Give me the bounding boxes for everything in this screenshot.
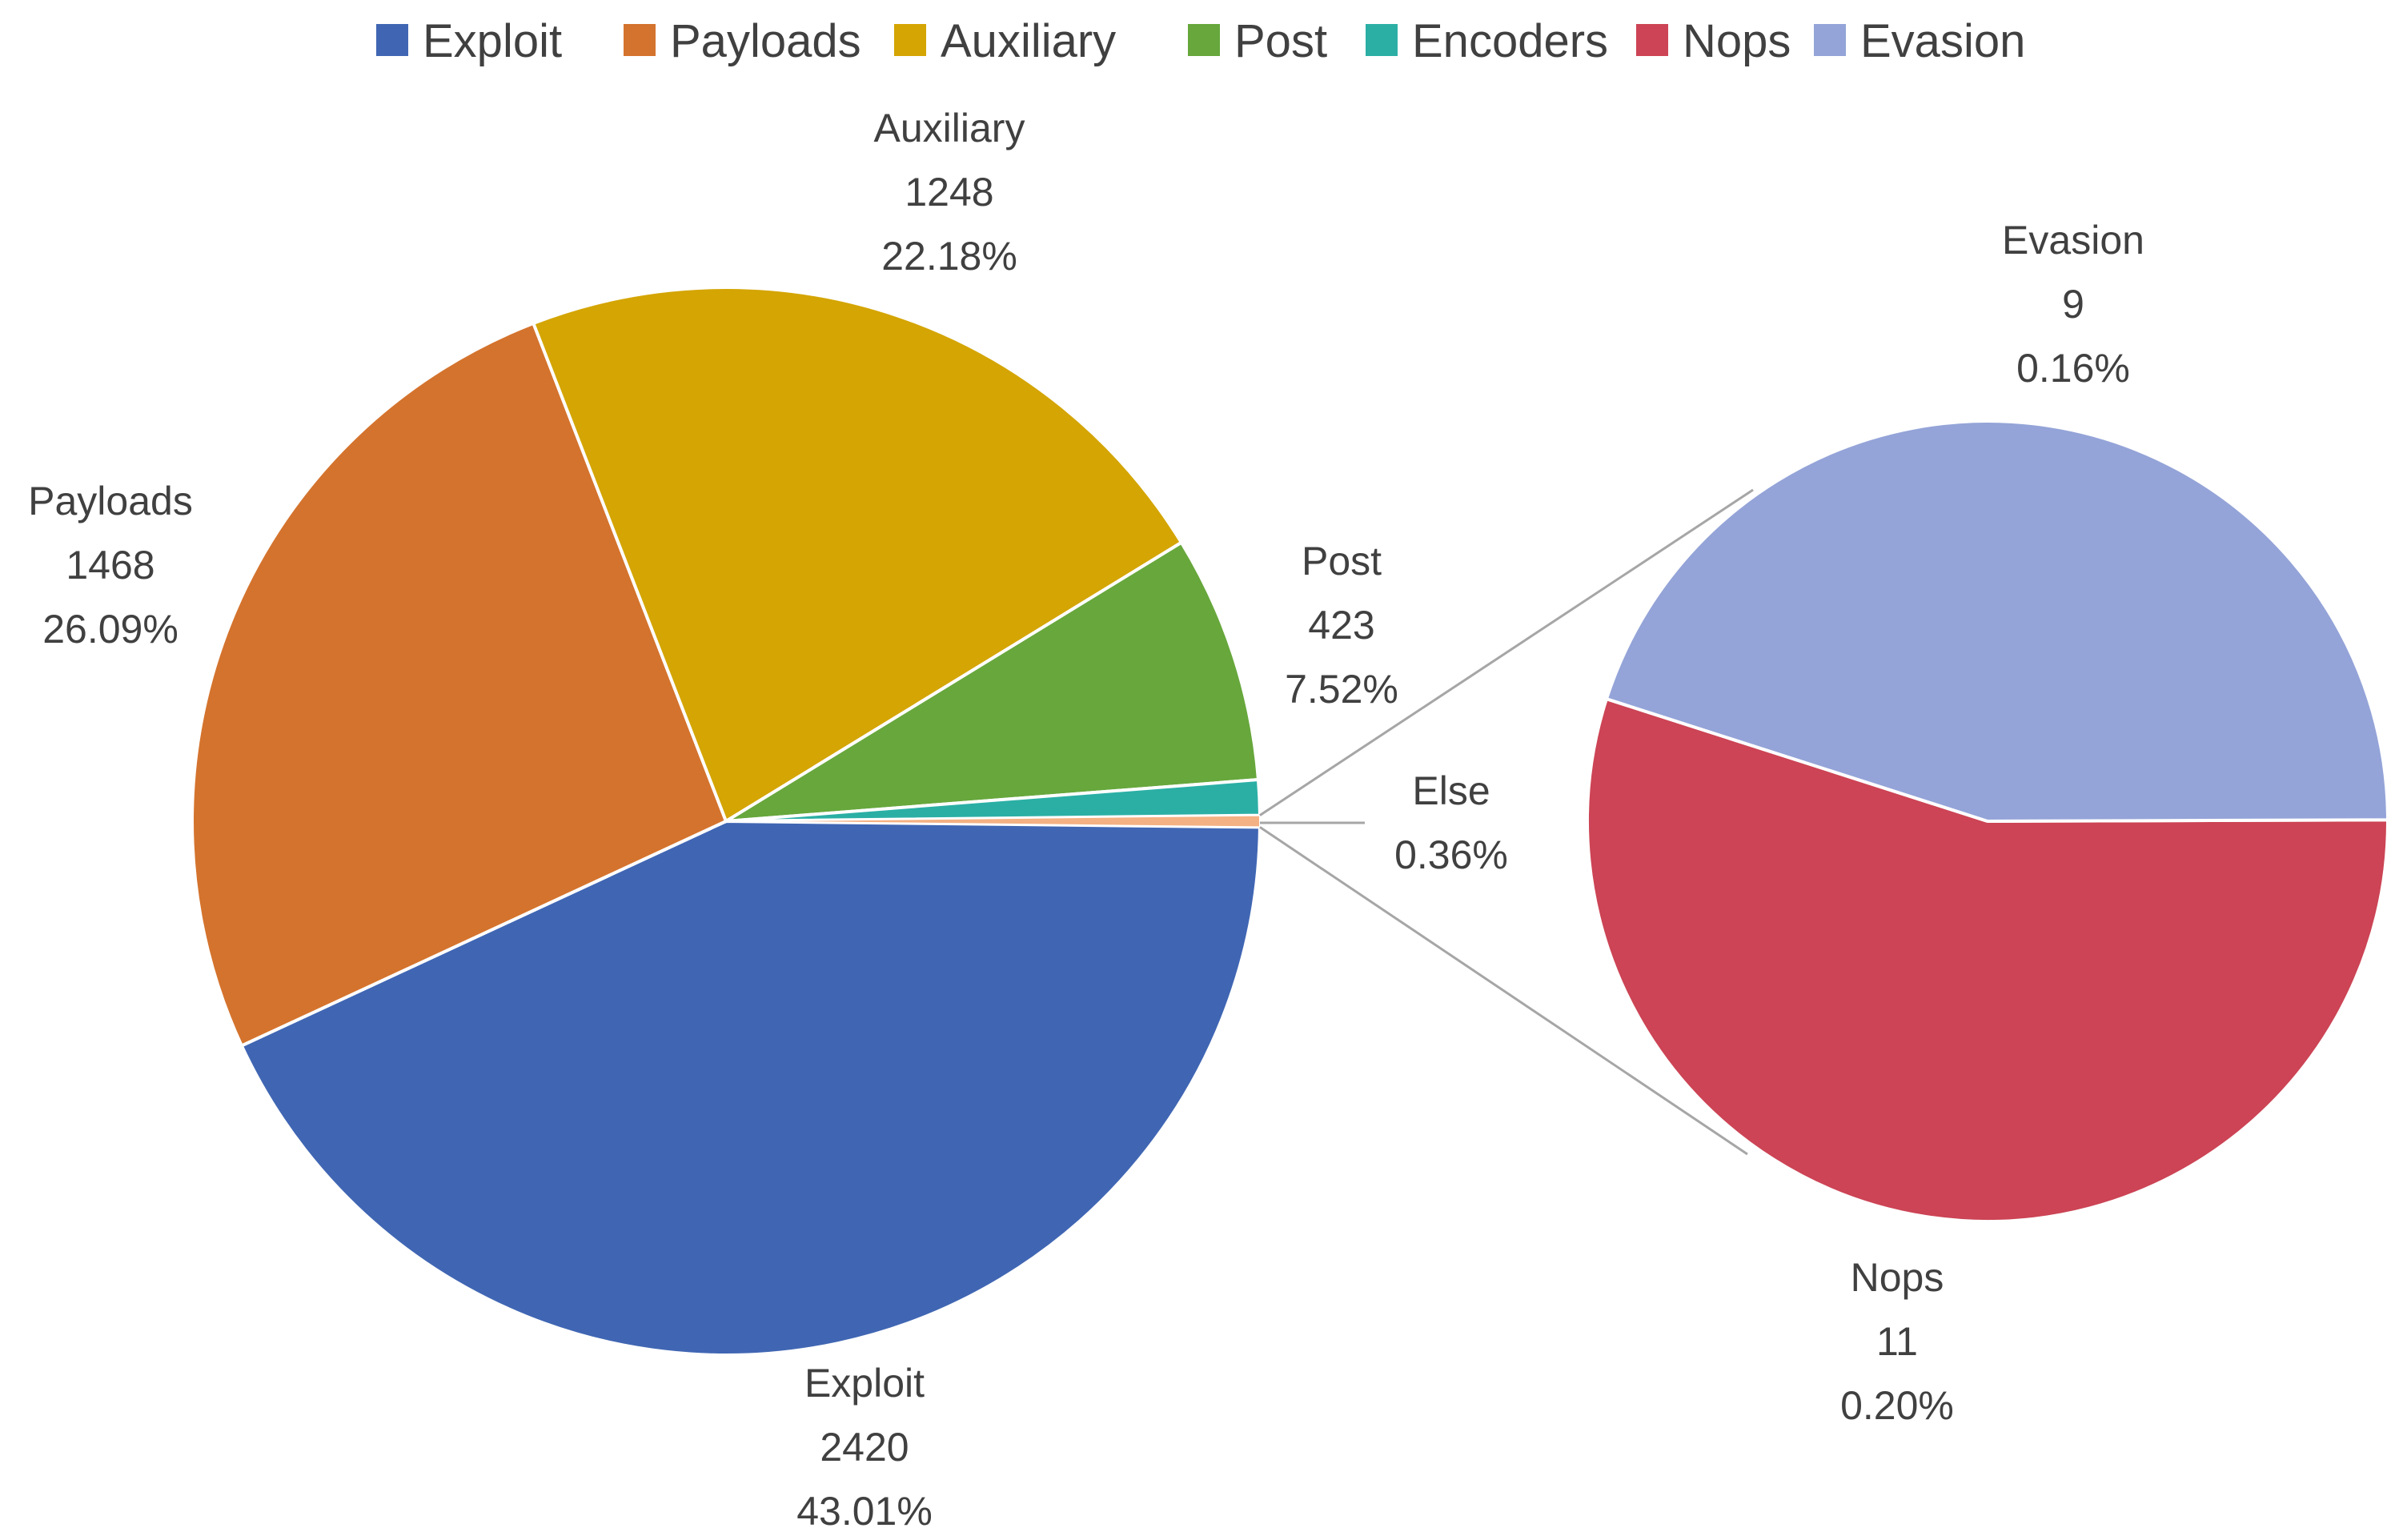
- data-label-exploit: Exploit 2420 43.01%: [796, 1361, 933, 1534]
- legend-label: Nops: [1683, 15, 1791, 67]
- legend-label: Encoders: [1412, 15, 1608, 67]
- legend-label: Post: [1234, 15, 1327, 67]
- connector-lines: [1259, 488, 1754, 1156]
- legend-label: Payloads: [670, 15, 861, 67]
- legend-swatch: [624, 24, 656, 56]
- legend-swatch: [376, 24, 408, 56]
- data-label-else: Else 0.36%: [1394, 768, 1508, 877]
- data-label-post: Post 423 7.52%: [1285, 539, 1398, 712]
- pie-slice-nops: [1586, 696, 2390, 1223]
- legend-label: Evasion: [1860, 15, 2025, 67]
- connector-line-bottom: [1259, 826, 1748, 1156]
- legend-item-payloads: Payloads: [624, 15, 861, 67]
- legend-item-encoders: Encoders: [1366, 15, 1608, 67]
- legend-swatch: [1636, 24, 1668, 56]
- legend: Exploit Payloads Auxiliary Post Encoders Nops…: [376, 15, 2025, 67]
- pie-slice-payloads: [191, 321, 728, 1049]
- data-label-nops: Nops 11 0.20%: [1840, 1255, 1954, 1428]
- connector-line-top: [1259, 488, 1754, 816]
- legend-item-nops: Nops: [1636, 15, 1791, 67]
- legend-swatch: [1188, 24, 1220, 56]
- data-label-payloads: Payloads 1468 26.09%: [28, 479, 193, 652]
- legend-item-evasion: Evasion: [1814, 15, 2025, 67]
- legend-swatch: [1366, 24, 1398, 56]
- legend-item-post: Post: [1188, 15, 1327, 67]
- data-labels: Auxiliary 1248 22.18% Payloads 1468 26.09% Pos…: [28, 106, 2144, 1534]
- main-pie: [191, 286, 1262, 1357]
- pie-slice-post: [724, 540, 1261, 823]
- pie-slice-exploit: [239, 819, 1262, 1357]
- legend-label: Exploit: [423, 15, 562, 67]
- data-label-evasion: Evasion 9 0.16%: [2002, 218, 2144, 391]
- pie-slice-else: [725, 814, 1262, 828]
- secondary-pie: [1586, 419, 2390, 1223]
- data-label-auxiliary: Auxiliary 1248 22.18%: [874, 106, 1025, 279]
- pie-slice-evasion: [1604, 419, 2390, 824]
- pie-slice-auxiliary: [531, 286, 1184, 824]
- legend-swatch: [1814, 24, 1846, 56]
- legend-item-exploit: Exploit: [376, 15, 562, 67]
- legend-swatch: [894, 24, 926, 56]
- legend-label: Auxiliary: [941, 15, 1116, 67]
- legend-item-auxiliary: Auxiliary: [894, 15, 1116, 67]
